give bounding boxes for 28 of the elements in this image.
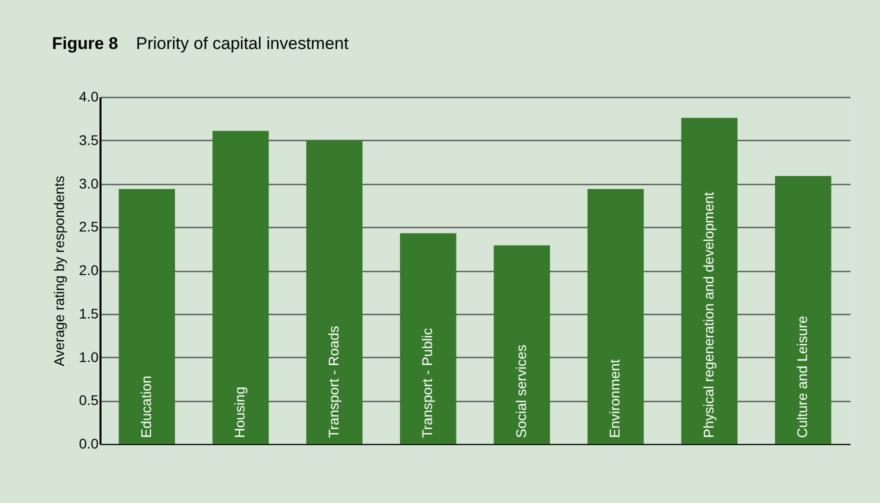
x-tick-label: Transport - Roads (325, 326, 342, 438)
bar (400, 233, 456, 444)
bar (775, 176, 832, 444)
x-tick-label: Transport - Public (419, 328, 436, 438)
y-tick-label: 0.0 (79, 436, 99, 452)
y-axis-title: Average rating by respondents (51, 176, 68, 366)
chart-title: Figure 8 (52, 34, 118, 53)
y-tick-label: 0.5 (79, 392, 99, 408)
bar (212, 130, 269, 444)
y-tick-label: 1.5 (79, 305, 99, 322)
x-tick-label: Housing (232, 386, 248, 438)
y-tick-label: 3.0 (79, 175, 99, 192)
x-tick-label: Education (138, 376, 154, 438)
y-tick-label: 4.0 (79, 88, 99, 104)
chart-subtitle: Priority of capital investment (136, 34, 349, 53)
x-tick-label: Physical regeneration and development (700, 192, 716, 438)
y-tick-label: 3.5 (79, 132, 99, 148)
x-tick-label: Social services (512, 344, 529, 438)
x-tick-label: Environment (606, 359, 623, 438)
x-tick-label: Culture and Leisure (794, 316, 810, 438)
bar (588, 188, 644, 444)
bar (681, 118, 738, 444)
y-tick-label: 2.0 (79, 262, 99, 278)
bar (494, 245, 550, 444)
y-tick-label: 2.5 (79, 218, 99, 235)
y-tick-label: 1.0 (79, 348, 99, 365)
bar (118, 188, 175, 444)
bar (306, 140, 362, 444)
